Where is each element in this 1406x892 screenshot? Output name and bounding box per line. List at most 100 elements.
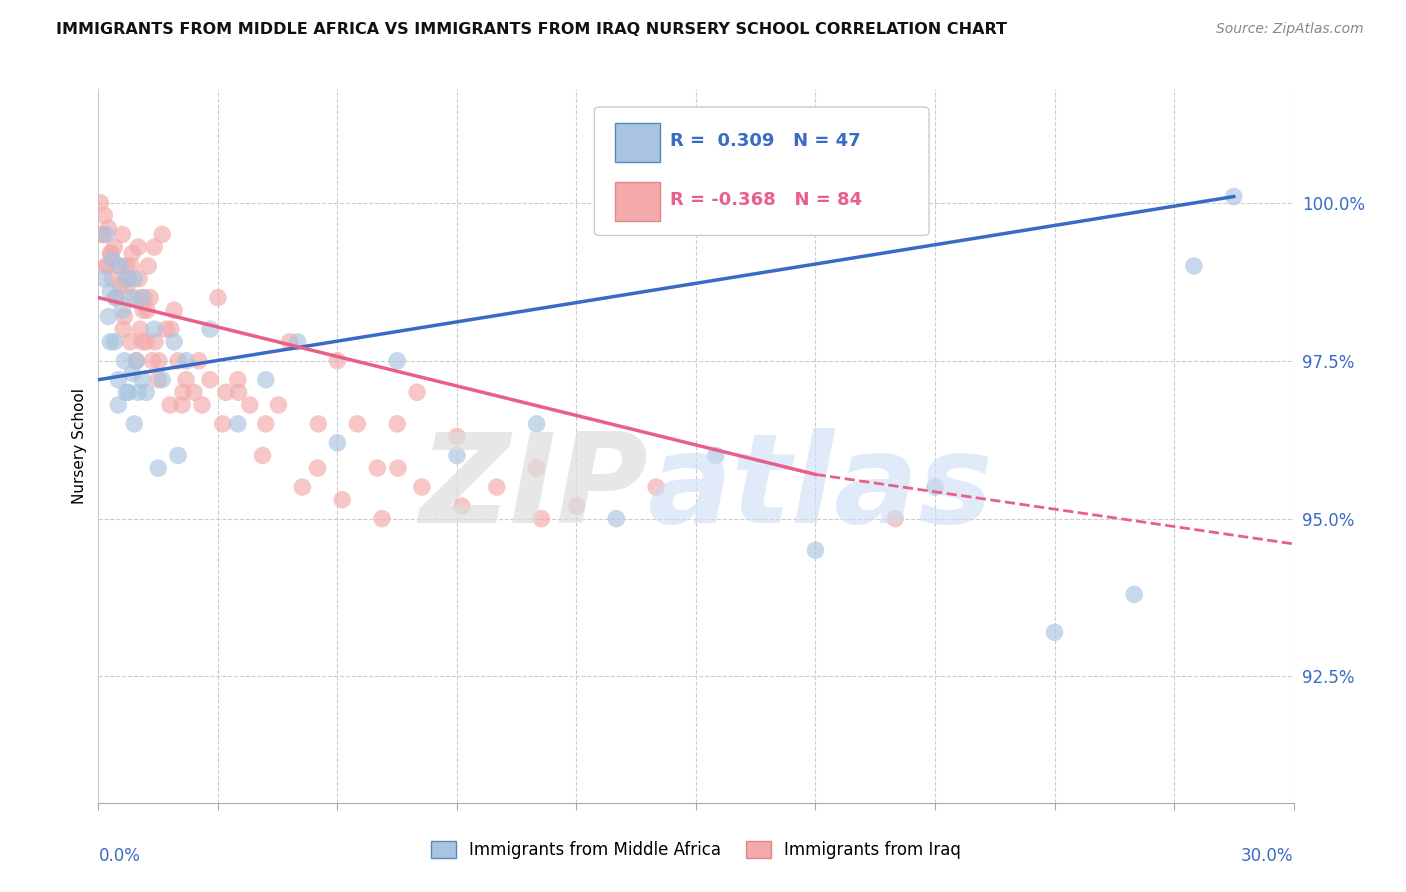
Point (101, 252, 124, 267)
Point (411, 480, 433, 494)
Point (93, 271, 115, 285)
Point (107, 259, 129, 273)
Point (115, 259, 138, 273)
Point (884, 511, 907, 525)
Point (172, 398, 194, 412)
Point (115, 385, 138, 400)
Point (89, 195, 111, 210)
Point (526, 417, 548, 431)
Point (385, 353, 409, 368)
Point (530, 511, 553, 525)
Point (387, 461, 409, 475)
Point (307, 461, 329, 475)
Point (307, 417, 329, 431)
Point (115, 277, 138, 292)
Point (207, 291, 229, 305)
Text: 30.0%: 30.0% (1241, 847, 1294, 865)
Point (215, 385, 238, 400)
Point (129, 322, 152, 336)
Point (104, 291, 127, 305)
Point (291, 480, 314, 494)
Point (183, 385, 205, 400)
Point (135, 334, 157, 349)
Point (131, 291, 153, 305)
Point (91, 227, 114, 242)
Point (136, 259, 159, 273)
Point (326, 435, 349, 450)
Text: atlas: atlas (648, 428, 994, 549)
Point (211, 417, 233, 431)
Point (98, 285, 122, 299)
Point (346, 417, 368, 431)
Point (124, 271, 146, 285)
Point (101, 271, 124, 285)
Point (125, 353, 148, 368)
Point (131, 334, 153, 349)
Point (565, 499, 588, 513)
Point (124, 417, 146, 431)
Point (143, 334, 166, 349)
Point (96, 259, 118, 273)
Text: 0.0%: 0.0% (98, 847, 141, 865)
Legend: Immigrants from Middle Africa, Immigrants from Iraq: Immigrants from Middle Africa, Immigrant… (425, 834, 967, 866)
Point (93, 209, 115, 223)
Point (163, 334, 186, 349)
Point (131, 373, 153, 387)
Point (239, 398, 262, 412)
Point (98, 246, 122, 260)
Point (112, 310, 135, 324)
FancyBboxPatch shape (614, 182, 661, 221)
Point (127, 385, 149, 400)
Point (98, 334, 122, 349)
Point (174, 373, 197, 387)
Point (326, 353, 349, 368)
Point (110, 277, 132, 292)
Point (226, 373, 249, 387)
Point (605, 511, 627, 525)
Point (100, 246, 122, 260)
Point (112, 322, 135, 336)
Point (148, 373, 170, 387)
Point (111, 227, 134, 242)
Point (120, 259, 142, 273)
Point (143, 240, 166, 254)
Point (150, 373, 173, 387)
Point (330, 492, 353, 507)
Point (128, 271, 150, 285)
Point (446, 429, 468, 443)
Point (155, 322, 177, 336)
Text: IMMIGRANTS FROM MIDDLE AFRICA VS IMMIGRANTS FROM IRAQ NURSERY SCHOOL CORRELATION: IMMIGRANTS FROM MIDDLE AFRICA VS IMMIGRA… (56, 22, 1007, 37)
Point (117, 271, 139, 285)
Text: R =  0.309   N = 47: R = 0.309 N = 47 (669, 132, 860, 150)
Point (143, 322, 166, 336)
Point (107, 373, 129, 387)
Point (254, 373, 277, 387)
Point (254, 417, 277, 431)
Point (485, 480, 508, 494)
FancyBboxPatch shape (595, 107, 929, 235)
Point (110, 259, 132, 273)
Point (105, 291, 128, 305)
Point (371, 511, 394, 525)
Point (198, 322, 221, 336)
Point (91, 227, 114, 242)
Point (121, 367, 143, 381)
Point (105, 291, 128, 305)
Point (115, 271, 138, 285)
Point (267, 398, 290, 412)
Point (187, 353, 209, 368)
Text: ZIP: ZIP (419, 428, 648, 549)
Point (117, 385, 139, 400)
Point (167, 449, 190, 463)
Point (924, 480, 946, 494)
Point (103, 334, 125, 349)
Point (148, 353, 170, 368)
Point (385, 417, 409, 431)
Point (1182, 259, 1205, 273)
Point (645, 480, 668, 494)
Point (226, 417, 249, 431)
Point (159, 398, 181, 412)
Point (96, 259, 118, 273)
Point (1043, 625, 1066, 640)
Y-axis label: Nursery School: Nursery School (72, 388, 87, 504)
